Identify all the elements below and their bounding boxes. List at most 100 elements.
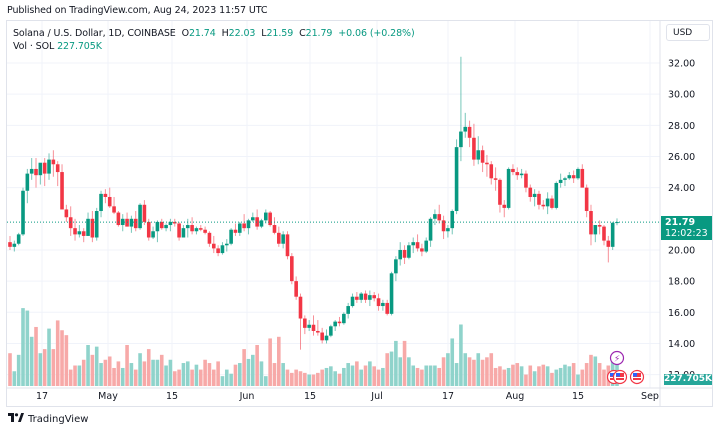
volume-bar xyxy=(233,364,238,386)
volume-bar xyxy=(558,367,563,386)
candle-body xyxy=(532,193,537,197)
volume-bar xyxy=(229,373,233,386)
volume-bar xyxy=(255,345,259,386)
volume-bar xyxy=(502,369,507,386)
volume-bar xyxy=(519,366,524,386)
candle-body xyxy=(229,229,233,244)
volume-bar xyxy=(515,363,520,386)
price-axis-label: 14.00 xyxy=(668,339,695,350)
candle-body xyxy=(606,240,611,247)
volume-bar xyxy=(42,349,47,386)
candle-body xyxy=(563,178,567,180)
candle-body xyxy=(29,168,34,174)
volume-bar xyxy=(207,363,212,386)
volume-bar xyxy=(12,371,17,386)
candle-body xyxy=(12,243,17,247)
candle-body xyxy=(480,150,485,163)
time-axis-label: May xyxy=(98,391,118,402)
volume-bar xyxy=(277,336,281,386)
volume-bar xyxy=(34,326,38,386)
volume-bar xyxy=(329,366,333,386)
candle-body xyxy=(545,198,550,207)
volume-bar xyxy=(21,308,25,386)
legend-symbol[interactable]: Solana / U.S. Dollar, 1D, COINBASE xyxy=(13,28,176,39)
candle-body xyxy=(346,306,350,314)
volume-bar xyxy=(485,357,489,386)
candle-body xyxy=(541,204,546,207)
price-axis-label: 16.00 xyxy=(668,308,695,319)
candle-body xyxy=(454,147,459,212)
volume-bar xyxy=(242,349,246,386)
tradingview-logo[interactable]: TradingView xyxy=(8,413,88,425)
candle-body xyxy=(268,212,272,226)
volume-bar xyxy=(281,363,285,386)
volume-bar xyxy=(237,363,242,386)
time-axis-label: Aug xyxy=(506,391,525,402)
volume-bar xyxy=(198,369,203,386)
time-axis-label: 15 xyxy=(304,391,316,402)
candle-body xyxy=(211,243,216,249)
candle-body xyxy=(372,295,376,299)
candle-body xyxy=(584,187,589,212)
volume-bar xyxy=(489,353,494,386)
candle-body xyxy=(329,326,333,336)
volume-bar xyxy=(537,366,541,386)
volume-bar xyxy=(385,353,390,386)
candle-body xyxy=(511,168,515,173)
volume-bar xyxy=(498,366,502,386)
volume-bar xyxy=(112,367,116,386)
volume-bar xyxy=(159,354,164,386)
us-flag-canton xyxy=(610,373,614,377)
candle-body xyxy=(407,245,411,258)
time-axis-label: Sep xyxy=(641,391,659,402)
volume-bar xyxy=(38,353,43,386)
candle-body xyxy=(307,324,311,328)
volume-bar xyxy=(576,374,580,386)
candle-body xyxy=(376,298,381,307)
volume-bar xyxy=(437,367,442,386)
volume-bar xyxy=(554,369,559,386)
volume-bar xyxy=(424,365,429,386)
volume-bar xyxy=(142,361,147,386)
volume-bar xyxy=(194,364,199,386)
candle-body xyxy=(220,245,225,254)
candle-body xyxy=(164,225,168,229)
candle-body xyxy=(597,225,602,227)
currency-button[interactable]: USD xyxy=(666,24,710,41)
volume-bar xyxy=(363,365,368,386)
legend-open-label: O xyxy=(181,28,189,39)
volume-bar xyxy=(268,338,272,386)
candle-body xyxy=(94,211,99,238)
candle-body xyxy=(476,150,481,160)
volume-bar xyxy=(359,369,363,386)
candle-body xyxy=(125,218,129,227)
candle-body xyxy=(402,249,407,258)
candle-body xyxy=(428,218,433,241)
time-axis-label: 17 xyxy=(36,391,48,402)
candle-body xyxy=(580,168,585,188)
candle-body xyxy=(51,159,56,165)
candle-body xyxy=(381,302,385,307)
legend-change: +0.06 xyxy=(338,28,367,39)
legend-volume-label[interactable]: Vol · SOL xyxy=(13,41,55,52)
volume-bar xyxy=(294,369,298,386)
volume-bar xyxy=(333,371,337,386)
volume-bar xyxy=(355,361,359,386)
legend-close-label: C xyxy=(299,28,306,39)
volume-bar xyxy=(64,335,69,386)
volume-bar xyxy=(168,359,173,386)
volume-bar xyxy=(511,364,515,386)
candle-body xyxy=(320,332,324,341)
candle-body xyxy=(298,296,303,319)
candle-body xyxy=(350,296,355,307)
candle-body xyxy=(185,225,190,229)
candle-body xyxy=(485,162,489,165)
volume-bar xyxy=(420,369,424,386)
candle-body xyxy=(441,220,446,232)
crypto-event-icon xyxy=(609,350,625,366)
candle-body xyxy=(34,168,38,176)
volume-bar xyxy=(155,359,160,386)
legend-open: 21.74 xyxy=(188,28,216,39)
candle-body xyxy=(133,218,138,229)
